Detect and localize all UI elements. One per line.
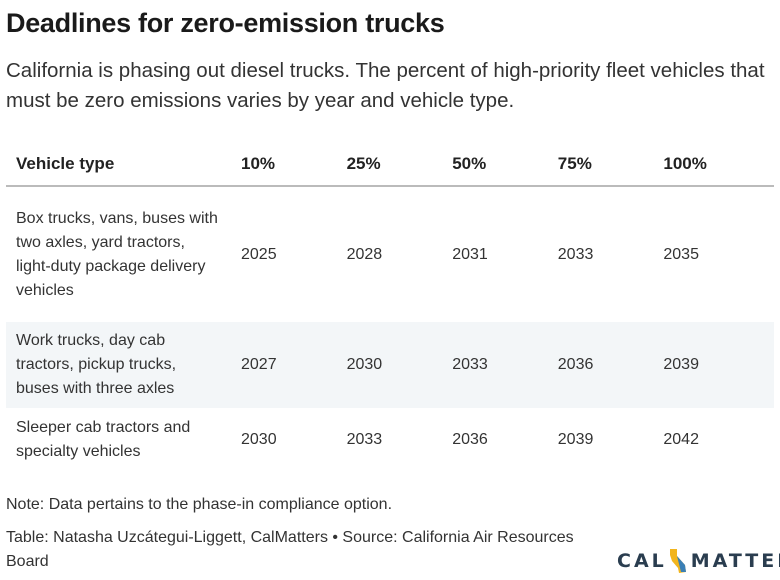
table-note: Note: Data pertains to the phase-in comp… bbox=[6, 496, 393, 513]
header-vehicle-type: Vehicle type bbox=[6, 142, 231, 187]
california-state-icon bbox=[669, 549, 686, 573]
year-cell: 2042 bbox=[663, 431, 699, 448]
header-25-percent: 25% bbox=[336, 142, 443, 187]
year-cell: 2036 bbox=[547, 322, 654, 408]
header-100-percent: 100% bbox=[653, 142, 774, 187]
year-cell: 2039 bbox=[557, 431, 594, 448]
page-title: Deadlines for zero-emission trucks bbox=[6, 8, 445, 38]
year-cell: 2030 bbox=[241, 431, 277, 448]
year-cell: 2030 bbox=[336, 322, 443, 408]
year-cell: 2033 bbox=[442, 322, 548, 408]
calmatters-logo: CAL MATTERS bbox=[617, 546, 780, 576]
year-cell: 2036 bbox=[452, 431, 488, 448]
year-cell: 2035 bbox=[663, 245, 699, 263]
year-cell: 2025 bbox=[241, 245, 277, 263]
header-10-percent: 10% bbox=[231, 142, 337, 187]
header-50-percent: 50% bbox=[442, 142, 548, 187]
year-cell: 2027 bbox=[231, 322, 337, 408]
year-cell: 2028 bbox=[346, 245, 383, 263]
table-row: Sleeper cab tractors and specialty vehic… bbox=[6, 408, 774, 472]
year-cell: 2033 bbox=[557, 245, 594, 263]
page-subtitle: California is phasing out diesel trucks.… bbox=[6, 59, 765, 112]
logo-text-right: MATTERS bbox=[690, 550, 780, 572]
year-cell: 2039 bbox=[653, 322, 774, 408]
header-75-percent: 75% bbox=[547, 142, 654, 187]
vehicle-type-cell: Work trucks, day cab tractors, pickup tr… bbox=[6, 322, 231, 408]
deadlines-table: Vehicle type 10% 25% 50% 75% 100% Box tr… bbox=[6, 142, 774, 472]
year-cell: 2033 bbox=[346, 431, 383, 448]
table-credit: Table: Natasha Uzcátegui-Liggett, CalMat… bbox=[6, 529, 574, 570]
logo-text-left: CAL bbox=[617, 550, 667, 572]
vehicle-type-cell: Box trucks, vans, buses with two axles, … bbox=[16, 209, 218, 299]
table-header-row: Vehicle type 10% 25% 50% 75% 100% bbox=[6, 142, 774, 187]
year-cell: 2031 bbox=[452, 245, 488, 263]
table-row: Work trucks, day cab tractors, pickup tr… bbox=[6, 322, 774, 408]
vehicle-type-cell: Sleeper cab tractors and specialty vehic… bbox=[16, 419, 191, 460]
table-row: Box trucks, vans, buses with two axles, … bbox=[6, 186, 774, 322]
